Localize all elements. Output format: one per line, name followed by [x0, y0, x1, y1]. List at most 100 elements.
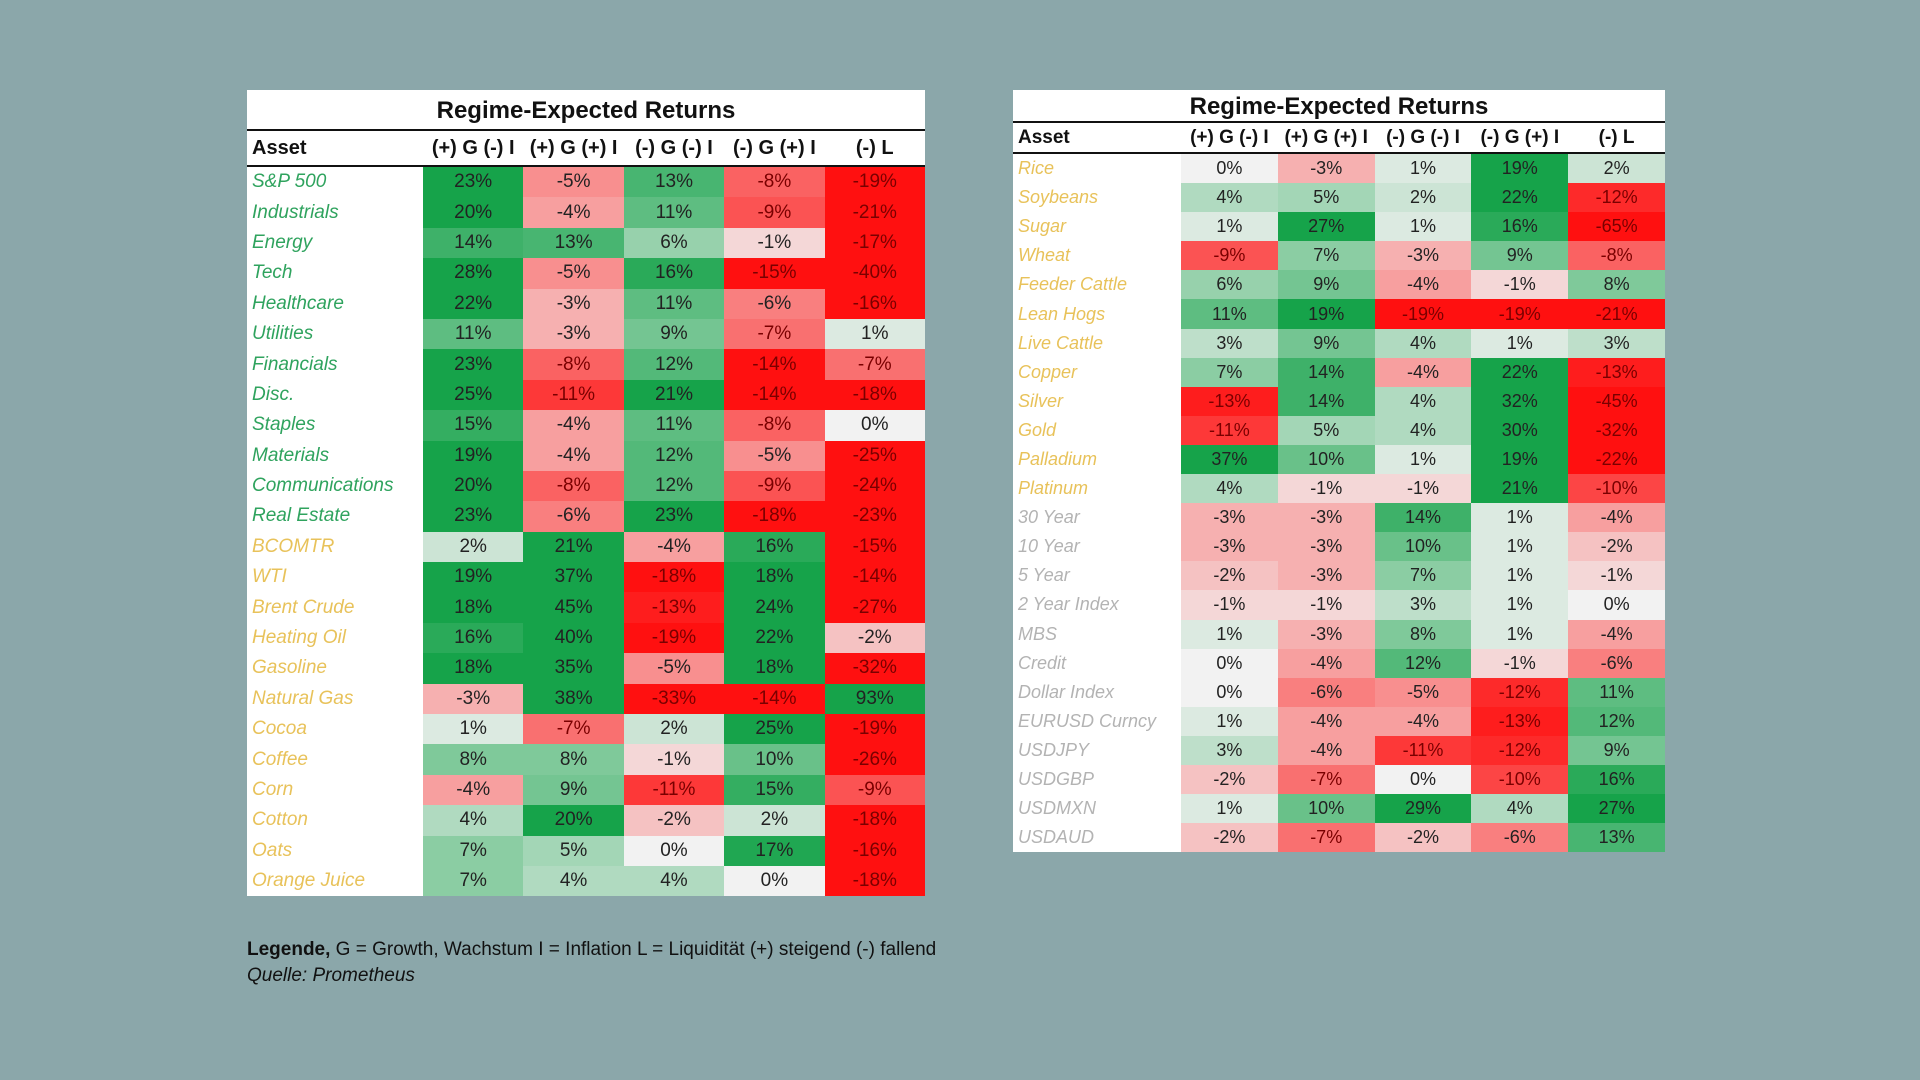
asset-label: Natural Gas	[247, 683, 423, 715]
return-cell: 16%	[623, 258, 725, 289]
return-cell: 9%	[1568, 735, 1665, 765]
return-cell: -3%	[1277, 532, 1375, 562]
return-cell: -10%	[1568, 474, 1665, 504]
asset-label: Staples	[247, 410, 423, 441]
return-cell: 4%	[423, 805, 524, 836]
return-cell: -4%	[623, 531, 725, 563]
return-cell: 16%	[724, 531, 825, 563]
return-cell: -3%	[1277, 561, 1375, 591]
return-cell: 20%	[523, 805, 624, 836]
return-cell: 18%	[423, 653, 524, 684]
return-cell: 4%	[1374, 415, 1472, 445]
table-body: Rice 0% -3% 1% 19% 2% Soybeans 4% 5% 2% 22% -12% Sug…	[1013, 153, 1665, 853]
return-cell: -13%	[1181, 386, 1278, 416]
column-header-regime: (-) G (+) I	[724, 131, 825, 167]
return-cell: -21%	[1568, 299, 1665, 329]
return-cell: -8%	[724, 410, 825, 441]
return-cell: 30%	[1471, 415, 1569, 445]
return-cell: 29%	[1374, 794, 1472, 824]
return-cell: -1%	[724, 227, 825, 259]
return-cell: 8%	[423, 744, 524, 775]
asset-label: Energy	[247, 227, 423, 259]
table-row: USDGBP -2% -7% 0% -10% 16%	[1013, 764, 1665, 795]
return-cell: -4%	[523, 197, 624, 228]
table-row: Disc. 25% -11% 21% -14% -18%	[247, 379, 925, 411]
return-cell: 16%	[1471, 212, 1569, 242]
return-cell: -12%	[1471, 677, 1569, 707]
return-cell: -9%	[1181, 241, 1278, 271]
returns-table: Asset (+) G (-) I (+) G (+) I (-) G (-) I (-…	[1013, 123, 1665, 853]
return-cell: -4%	[1374, 357, 1472, 387]
return-cell: 14%	[1374, 503, 1472, 533]
table-body: S&P 500 23% -5% 13% -8% -19% Industrials 20% -4%…	[247, 166, 925, 897]
return-cell: -7%	[824, 349, 925, 380]
column-header-regime: (-) L	[824, 131, 925, 167]
table-row: Copper 7% 14% -4% 22% -13%	[1013, 357, 1665, 387]
table-row: Corn -4% 9% -11% 15% -9%	[247, 774, 925, 806]
return-cell: 11%	[623, 410, 725, 441]
legend: Legende, G = Growth, Wachstum I = Inflat…	[247, 937, 936, 989]
return-cell: 6%	[1181, 270, 1278, 300]
return-cell: 1%	[1181, 706, 1278, 736]
table-row: MBS 1% -3% 8% 1% -4%	[1013, 619, 1665, 649]
return-cell: 9%	[623, 318, 725, 350]
return-cell: 7%	[423, 865, 524, 897]
return-cell: 9%	[1277, 270, 1375, 300]
return-cell: -7%	[523, 714, 624, 745]
table-row: Cocoa 1% -7% 2% 25% -19%	[247, 714, 925, 745]
return-cell: 18%	[724, 562, 825, 593]
return-cell: -3%	[1374, 241, 1472, 271]
column-header-regime: (+) G (+) I	[1277, 123, 1375, 154]
return-cell: -3%	[1277, 619, 1375, 649]
asset-label: Platinum	[1013, 474, 1181, 504]
return-cell: -11%	[623, 774, 725, 806]
return-cell: 1%	[1471, 532, 1569, 562]
return-cell: -14%	[724, 683, 825, 715]
return-cell: 2%	[1568, 153, 1665, 184]
return-cell: -8%	[724, 166, 825, 198]
return-cell: -26%	[824, 744, 925, 775]
return-cell: -6%	[1568, 648, 1665, 678]
return-cell: 10%	[1374, 532, 1472, 562]
column-header-regime: (-) L	[1568, 123, 1665, 154]
return-cell: -8%	[523, 349, 624, 380]
table-row: Dollar Index 0% -6% -5% -12% 11%	[1013, 677, 1665, 707]
table-row: Materials 19% -4% 12% -5% -25%	[247, 440, 925, 471]
table-row: Coffee 8% 8% -1% 10% -26%	[247, 744, 925, 775]
return-cell: 7%	[1181, 357, 1278, 387]
return-cell: -1%	[1277, 590, 1375, 620]
return-cell: 45%	[523, 592, 624, 623]
return-cell: -18%	[824, 805, 925, 836]
return-cell: 21%	[1471, 474, 1569, 504]
table-title: Regime-Expected Returns	[1013, 90, 1665, 123]
return-cell: -18%	[824, 379, 925, 411]
return-cell: 8%	[523, 744, 624, 775]
asset-label: Real Estate	[247, 501, 423, 532]
table-row: Brent Crude 18% 45% -13% 24% -27%	[247, 592, 925, 623]
return-cell: 18%	[724, 653, 825, 684]
source-note: Quelle: Prometheus	[247, 965, 415, 986]
return-cell: -19%	[1471, 299, 1569, 329]
return-cell: -18%	[824, 865, 925, 897]
return-cell: 10%	[1277, 444, 1375, 475]
return-cell: -25%	[824, 440, 925, 471]
return-cell: -3%	[1277, 503, 1375, 533]
return-cell: -5%	[724, 440, 825, 471]
return-cell: -4%	[1277, 735, 1375, 765]
return-cell: 1%	[1471, 619, 1569, 649]
return-cell: 14%	[423, 227, 524, 259]
table-row: Energy 14% 13% 6% -1% -17%	[247, 227, 925, 259]
asset-label: S&P 500	[247, 166, 423, 198]
return-cell: 4%	[1374, 328, 1472, 358]
return-cell: -7%	[1277, 764, 1375, 795]
asset-label: Oats	[247, 835, 423, 866]
asset-label: Soybeans	[1013, 183, 1181, 213]
return-cell: 20%	[423, 197, 524, 228]
asset-label: Wheat	[1013, 241, 1181, 271]
return-cell: -24%	[824, 470, 925, 502]
table-row: Utilities 11% -3% 9% -7% 1%	[247, 318, 925, 350]
return-cell: 4%	[1471, 794, 1569, 824]
return-cell: 19%	[1471, 153, 1569, 184]
return-cell: -3%	[523, 318, 624, 350]
return-cell: -14%	[824, 562, 925, 593]
